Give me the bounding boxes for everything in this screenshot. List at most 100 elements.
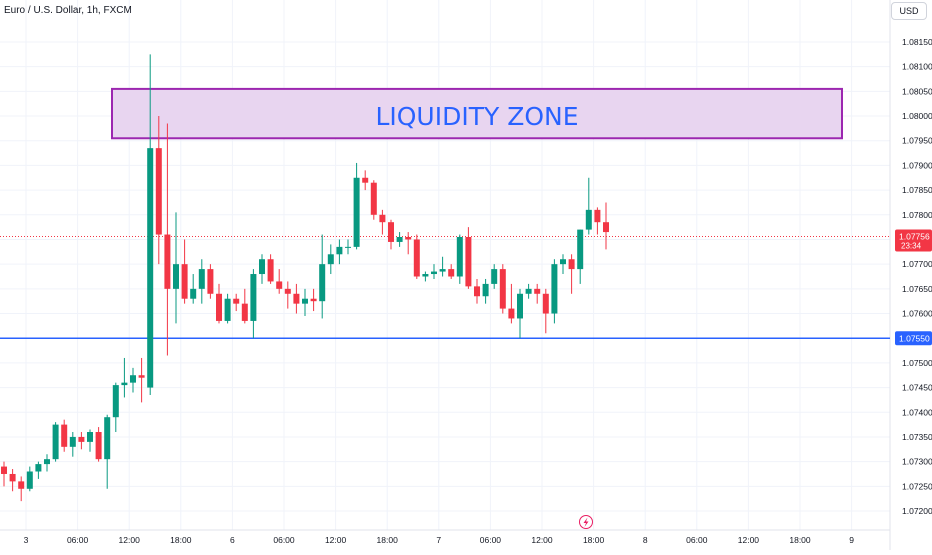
price-tick-label: 1.07600 (902, 309, 932, 319)
candle-body (276, 281, 283, 289)
candle-body (26, 471, 33, 489)
price-tick-label: 1.07700 (902, 259, 932, 269)
candle-body (1, 466, 7, 474)
candle-body (534, 288, 541, 294)
candle-body (95, 432, 102, 460)
liquidity-zone-box (111, 87, 843, 140)
candle-body (224, 298, 231, 321)
candle-body (130, 375, 136, 383)
candle-body (551, 264, 558, 314)
candle-body (293, 293, 300, 304)
candle-body (155, 148, 162, 235)
time-tick-label: 8 (643, 535, 648, 545)
support-line-tag (895, 331, 932, 346)
candle-body (396, 237, 403, 242)
price-tick-label: 1.07850 (902, 185, 932, 195)
candle-body (147, 148, 154, 388)
candle-body (78, 436, 85, 442)
candle-body (121, 382, 128, 386)
candle-body (173, 264, 179, 289)
candle-body (525, 288, 532, 294)
price-tick-label: 1.08100 (902, 62, 932, 72)
price-tick-label: 1.07250 (902, 481, 932, 491)
candle-body (35, 464, 42, 472)
price-tick-label: 1.08000 (902, 111, 932, 121)
candle-body (474, 286, 480, 297)
candle-body (250, 274, 257, 321)
candle-body (181, 264, 188, 299)
price-tick-label: 1.07400 (902, 407, 932, 417)
current-price-label: 1.07756 (899, 232, 930, 242)
current-price-tag (895, 229, 932, 252)
candle-body (336, 246, 343, 255)
candle-body (482, 283, 489, 297)
time-tick-label: 9 (849, 535, 854, 545)
price-tick-label: 1.07800 (902, 210, 932, 220)
candle-body (138, 375, 145, 378)
candle-body (499, 269, 506, 309)
candle-body (267, 259, 274, 282)
candle-body (585, 209, 592, 230)
price-tick-label: 1.08150 (902, 37, 932, 47)
candle-body (61, 424, 68, 447)
candle-body (439, 269, 446, 272)
candle-body (456, 237, 463, 277)
time-tick-label: 06:00 (686, 535, 708, 545)
candle-body (345, 246, 351, 248)
support-line-price-label: 1.07550 (899, 334, 930, 344)
candle-body (465, 237, 472, 287)
time-tick-label: 18:00 (170, 535, 192, 545)
candle-body (491, 269, 498, 284)
candle-body (190, 288, 197, 299)
candle-body (594, 209, 601, 223)
price-tick-label: 1.07300 (902, 457, 932, 467)
event-lightning-icon[interactable] (579, 515, 593, 529)
time-tick-label: 7 (436, 535, 441, 545)
candle-body (370, 182, 377, 215)
candle-body (319, 264, 326, 302)
time-tick-label: 06:00 (67, 535, 89, 545)
time-tick-label: 06:00 (273, 535, 295, 545)
candle-body (216, 293, 222, 321)
price-tick-label: 1.07650 (902, 284, 932, 294)
candle-body (302, 298, 308, 304)
candle-body (577, 229, 584, 270)
candle-body (310, 298, 317, 302)
candle-body (379, 214, 386, 223)
candle-body (284, 288, 291, 294)
time-tick-label: 12:00 (738, 535, 760, 545)
candle-body (431, 271, 437, 275)
time-tick-label: 06:00 (480, 535, 502, 545)
time-tick-label: 12:00 (325, 535, 347, 545)
candle-body (259, 259, 265, 275)
candle-body (207, 269, 214, 294)
price-tick-label: 1.07200 (902, 506, 932, 516)
price-tick-label: 1.07450 (902, 383, 932, 393)
candle-body (413, 239, 420, 277)
candle-body (542, 293, 549, 314)
time-tick-label: 18:00 (377, 535, 399, 545)
time-tick-label: 18:00 (583, 535, 605, 545)
candle-body (422, 274, 429, 277)
price-tick-label: 1.07950 (902, 136, 932, 146)
countdown-label: 23:34 (901, 242, 922, 251)
candle-body (198, 269, 205, 289)
candle-body (568, 259, 575, 270)
price-tick-label: 1.08050 (902, 86, 932, 96)
candle-body (104, 417, 111, 460)
currency-button[interactable]: USD (891, 2, 927, 20)
candles-group (1, 54, 609, 502)
candle-body (87, 432, 93, 442)
candle-body (233, 298, 240, 304)
time-tick-label: 12:00 (119, 535, 141, 545)
candle-body (560, 259, 566, 265)
candle-body (517, 293, 523, 319)
candle-body (44, 459, 50, 465)
candle-body (69, 436, 76, 447)
candle-body (164, 234, 171, 289)
candle-body (405, 237, 412, 240)
price-tick-label: 1.07500 (902, 358, 932, 368)
candle-body (362, 177, 369, 183)
